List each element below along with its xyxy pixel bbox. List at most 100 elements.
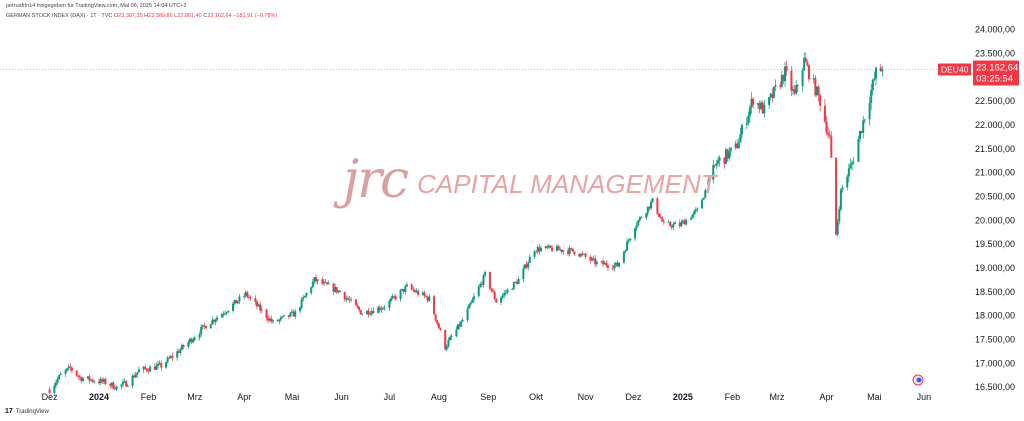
- candle-body: [871, 79, 874, 91]
- candle-body: [693, 211, 696, 215]
- candle-body: [93, 381, 96, 383]
- candle-body: [469, 302, 472, 305]
- candle-body: [179, 349, 182, 353]
- candle-body: [292, 311, 295, 317]
- low-label: L: [174, 13, 178, 19]
- candle-body: [578, 254, 581, 257]
- candle-body: [200, 326, 203, 335]
- candle-body: [311, 281, 314, 288]
- candle-body: [849, 164, 852, 169]
- tradingview-logo[interactable]: 17 TradingView: [5, 408, 49, 415]
- candle-body: [667, 222, 670, 223]
- candle-body: [238, 296, 241, 302]
- candle-body: [423, 292, 426, 296]
- candle-body: [171, 356, 174, 358]
- candle-body: [99, 379, 102, 384]
- candle-body: [739, 134, 742, 143]
- x-tick-label: 2024: [89, 392, 109, 402]
- candle-body: [637, 220, 640, 226]
- x-tick-label: Jun: [334, 392, 349, 402]
- candle-body: [817, 86, 820, 96]
- candle-body: [149, 366, 152, 372]
- candle-body: [768, 97, 771, 105]
- candle-body: [204, 326, 207, 329]
- candle-body: [504, 292, 507, 294]
- candle-body: [812, 78, 815, 80]
- candle-body: [562, 250, 565, 252]
- candle-body: [314, 277, 317, 282]
- candle-body: [413, 290, 416, 293]
- candle-body: [126, 385, 129, 387]
- candle-body: [774, 85, 777, 87]
- candle-body: [814, 78, 817, 96]
- candle-body: [756, 103, 759, 105]
- candle-body: [310, 287, 313, 294]
- candle-body: [334, 287, 337, 292]
- candle-body: [503, 292, 506, 296]
- candle-body: [461, 320, 464, 322]
- candle-body: [656, 198, 659, 214]
- candle-body: [857, 138, 860, 162]
- candle-body: [715, 163, 718, 166]
- x-tick-label: Dez: [42, 392, 59, 402]
- candle-body: [525, 264, 528, 268]
- candle-body: [511, 289, 514, 290]
- candle-body: [603, 262, 606, 265]
- candle-body: [281, 316, 284, 318]
- candle-body: [305, 293, 308, 296]
- candle-body: [180, 344, 183, 350]
- candle-body: [209, 324, 212, 329]
- candle-body: [806, 62, 809, 66]
- candle-body: [567, 250, 570, 254]
- candle-body: [568, 248, 571, 254]
- candle-body: [233, 299, 236, 304]
- candle-body: [291, 311, 294, 313]
- candle-body: [493, 291, 496, 299]
- candle-body: [158, 362, 161, 364]
- candle-body: [287, 315, 290, 317]
- candle-body: [678, 222, 681, 227]
- candle-body: [627, 240, 630, 242]
- candle-body: [680, 222, 683, 227]
- candle-body: [394, 296, 397, 299]
- candle-body: [796, 85, 799, 87]
- candle-body: [428, 296, 431, 301]
- candle-body: [147, 370, 150, 372]
- candle-body: [745, 123, 748, 125]
- candle-body: [455, 329, 458, 337]
- candle-body: [533, 251, 536, 257]
- time-axis[interactable]: Dez 2024 Feb Mrz Apr Mai Jun Jul Aug Sep Okt Nov Dez…: [42, 392, 932, 402]
- candle-body: [506, 289, 509, 293]
- candle-body: [449, 337, 452, 341]
- x-tick-label: Dez: [625, 392, 642, 402]
- candle-body: [544, 246, 547, 249]
- symbol-tag-label: DEU40: [941, 64, 969, 74]
- candle-body: [101, 379, 104, 382]
- candle-body: [701, 199, 704, 209]
- candle-body: [547, 245, 550, 248]
- candle-body: [729, 147, 732, 152]
- candle-body: [294, 311, 297, 317]
- candle-body: [137, 369, 140, 373]
- candle-body: [187, 341, 190, 348]
- y-tick-label: 23.500,00: [975, 48, 1015, 58]
- candle-body: [528, 256, 531, 263]
- candle-body: [827, 132, 830, 135]
- y-tick-label: 22.500,00: [975, 96, 1015, 106]
- candle-body: [605, 262, 608, 266]
- candle-body: [283, 315, 286, 317]
- candle-body: [188, 338, 191, 342]
- y-tick-label: 20.500,00: [975, 191, 1015, 201]
- candle-body: [366, 310, 369, 315]
- candle-body: [91, 379, 94, 382]
- candle-body: [369, 313, 372, 315]
- candle-body: [377, 307, 380, 314]
- candle-body: [58, 375, 61, 380]
- candle-body: [736, 143, 739, 149]
- candle-body: [747, 115, 750, 124]
- candle-body: [622, 251, 625, 263]
- candle-body: [169, 356, 172, 359]
- candle-body: [785, 66, 788, 71]
- symbol-tag-bg: [938, 63, 971, 76]
